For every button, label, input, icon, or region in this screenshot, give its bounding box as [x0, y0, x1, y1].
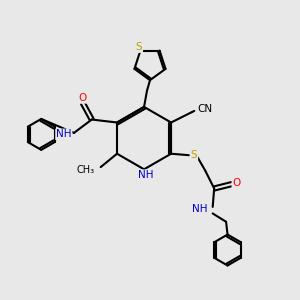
Text: NH: NH	[56, 129, 72, 140]
Text: S: S	[191, 150, 197, 160]
Text: NH: NH	[192, 204, 207, 214]
Text: NH: NH	[138, 170, 153, 180]
Text: CN: CN	[198, 103, 213, 113]
Text: CH₃: CH₃	[76, 165, 95, 175]
Text: O: O	[232, 178, 241, 188]
Text: O: O	[79, 93, 87, 103]
Text: S: S	[136, 42, 142, 52]
